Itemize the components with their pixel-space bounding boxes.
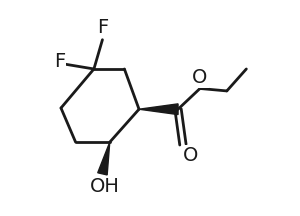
Polygon shape xyxy=(98,142,110,175)
Text: OH: OH xyxy=(90,176,120,195)
Polygon shape xyxy=(139,104,178,114)
Text: F: F xyxy=(54,52,65,71)
Text: O: O xyxy=(192,68,208,87)
Text: O: O xyxy=(183,146,198,165)
Text: F: F xyxy=(97,18,108,37)
